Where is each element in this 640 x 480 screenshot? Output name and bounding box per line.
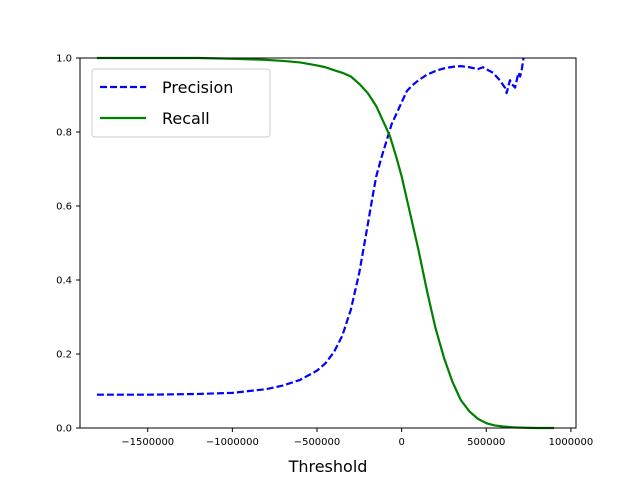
plot-frame — [79, 57, 577, 429]
y-tick-label: 0.0 — [56, 424, 72, 435]
y-tick-label: 1.0 — [56, 54, 72, 65]
legend-label-precision: Precision — [162, 78, 233, 97]
x-tick-label: −1000000 — [206, 437, 259, 448]
y-axis: 0.0 0.2 0.4 0.6 0.8 1.0 — [56, 54, 80, 435]
x-tick-label: −1500000 — [121, 437, 174, 448]
series-layer — [96, 56, 554, 430]
series-line-precision — [96, 57, 525, 396]
y-tick-label: 0.8 — [56, 128, 72, 139]
y-tick-label: 0.4 — [56, 276, 72, 287]
x-tick-label: −500000 — [294, 437, 341, 448]
legend: Precision Recall — [91, 68, 271, 138]
y-tick-label: 0.6 — [56, 202, 72, 213]
y-tick-label: 0.2 — [56, 350, 72, 361]
x-tick-label: 1000000 — [549, 437, 594, 448]
x-tick-label: 500000 — [467, 437, 505, 448]
x-tick-label: 0 — [398, 437, 404, 448]
legend-label-recall: Recall — [162, 109, 210, 128]
x-axis: −1500000 −1000000 −500000 0 500000 1000000 — [121, 428, 593, 448]
series-line-recall — [96, 56, 554, 430]
x-axis-title: Threshold — [288, 457, 368, 476]
